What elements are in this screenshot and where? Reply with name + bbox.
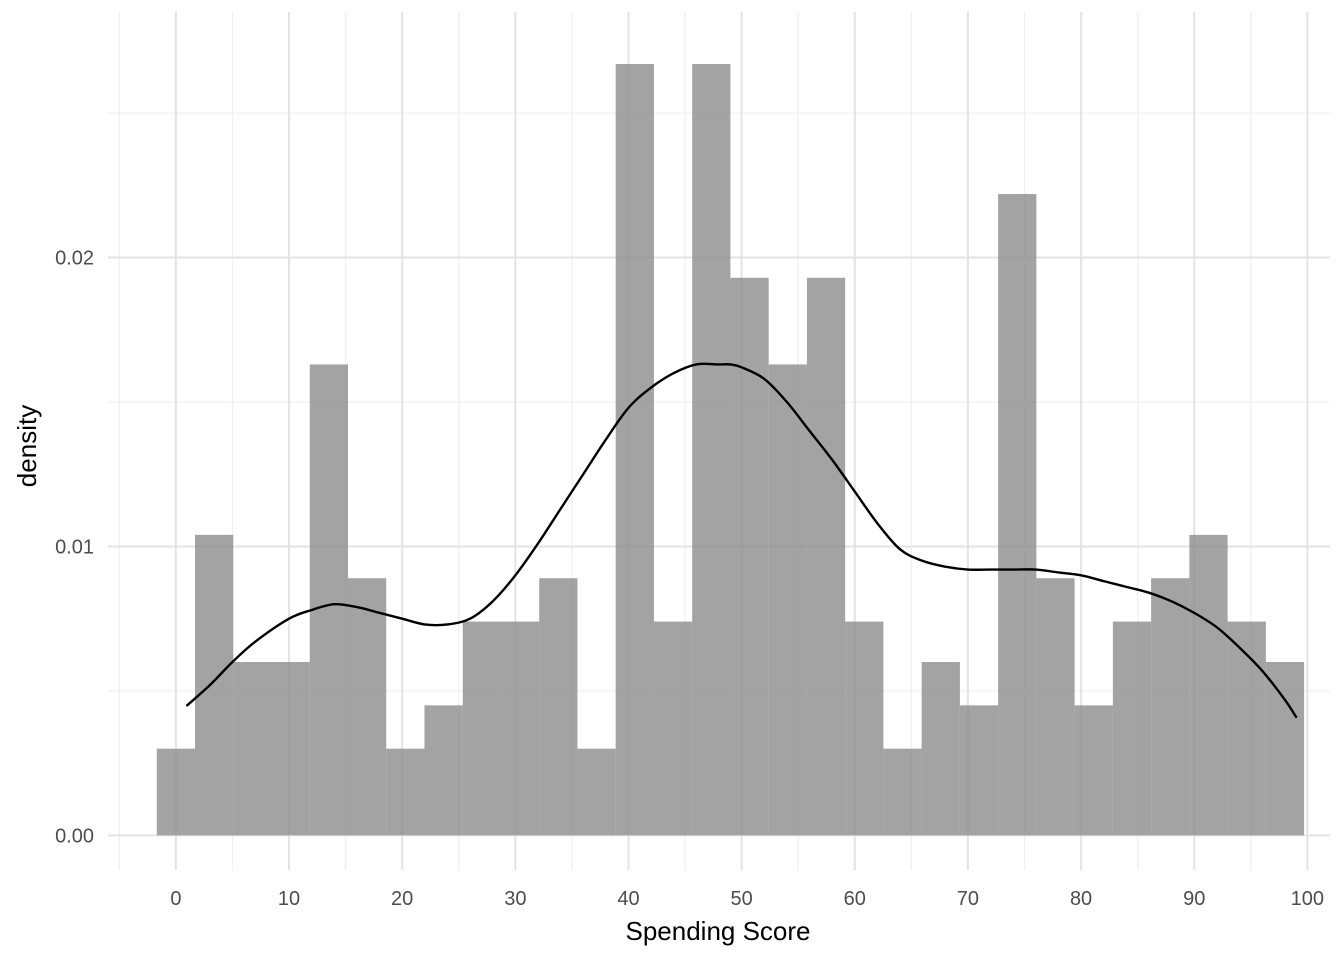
histogram-bar	[1074, 705, 1113, 836]
histogram-bar	[271, 662, 310, 836]
histogram-bar	[1265, 662, 1305, 836]
histogram-bar	[921, 662, 960, 836]
histogram-bar	[500, 621, 540, 836]
x-tick-label: 0	[170, 888, 181, 910]
histogram-bar	[692, 64, 731, 836]
x-tick-label: 50	[731, 888, 753, 910]
histogram-bar	[309, 364, 348, 836]
y-tick-label: 0.02	[55, 248, 94, 270]
histogram-bar	[653, 621, 693, 836]
histogram-bar	[1227, 621, 1266, 836]
histogram-bar	[883, 748, 922, 836]
histogram-bar	[959, 705, 999, 836]
histogram-bar	[539, 578, 578, 836]
x-tick-label: 60	[844, 888, 866, 910]
histogram-bar	[386, 748, 425, 836]
density-curve	[186, 362, 1298, 719]
x-axis-tick-labels: 0 10 20 30 40 50 60 70 80 90 100	[170, 888, 1324, 910]
histogram-bar	[577, 748, 616, 836]
x-tick-label: 40	[617, 888, 639, 910]
histogram-bar	[347, 578, 387, 836]
histogram-bar	[1112, 621, 1152, 836]
histogram-bar	[768, 364, 807, 836]
y-tick-label: 0.01	[55, 536, 94, 558]
x-tick-label: 80	[1070, 888, 1092, 910]
x-tick-label: 30	[504, 888, 526, 910]
histogram-bar	[1151, 578, 1190, 836]
y-tick-label: 0.00	[55, 825, 94, 847]
histogram-bar	[845, 621, 884, 836]
x-tick-label: 100	[1291, 888, 1324, 910]
x-tick-label: 70	[957, 888, 979, 910]
histogram-bars	[156, 64, 1305, 836]
histogram-bar	[462, 621, 501, 836]
histogram-bar	[156, 748, 196, 836]
histogram-bar	[806, 277, 846, 836]
x-tick-label: 90	[1183, 888, 1205, 910]
histogram-bar	[233, 662, 272, 836]
x-tick-label: 10	[278, 888, 300, 910]
histogram-bar	[195, 534, 234, 836]
x-tick-label: 20	[391, 888, 413, 910]
y-axis-title: density	[12, 405, 42, 487]
histogram-bar	[998, 194, 1037, 836]
x-axis-title: Spending Score	[625, 916, 810, 946]
histogram-bar	[730, 277, 769, 836]
histogram-bar	[424, 705, 463, 836]
y-axis-tick-labels: 0.00 0.01 0.02	[55, 248, 94, 848]
histogram-bar	[615, 64, 654, 836]
histogram-bar	[1036, 578, 1075, 836]
histogram-bar	[1189, 534, 1228, 836]
